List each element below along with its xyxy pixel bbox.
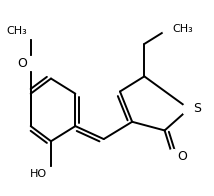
Text: S: S bbox=[193, 102, 201, 115]
Text: O: O bbox=[17, 57, 27, 70]
Text: CH₃: CH₃ bbox=[6, 26, 27, 36]
Text: CH₃: CH₃ bbox=[173, 24, 193, 34]
Text: HO: HO bbox=[30, 169, 47, 179]
Text: O: O bbox=[177, 150, 187, 163]
